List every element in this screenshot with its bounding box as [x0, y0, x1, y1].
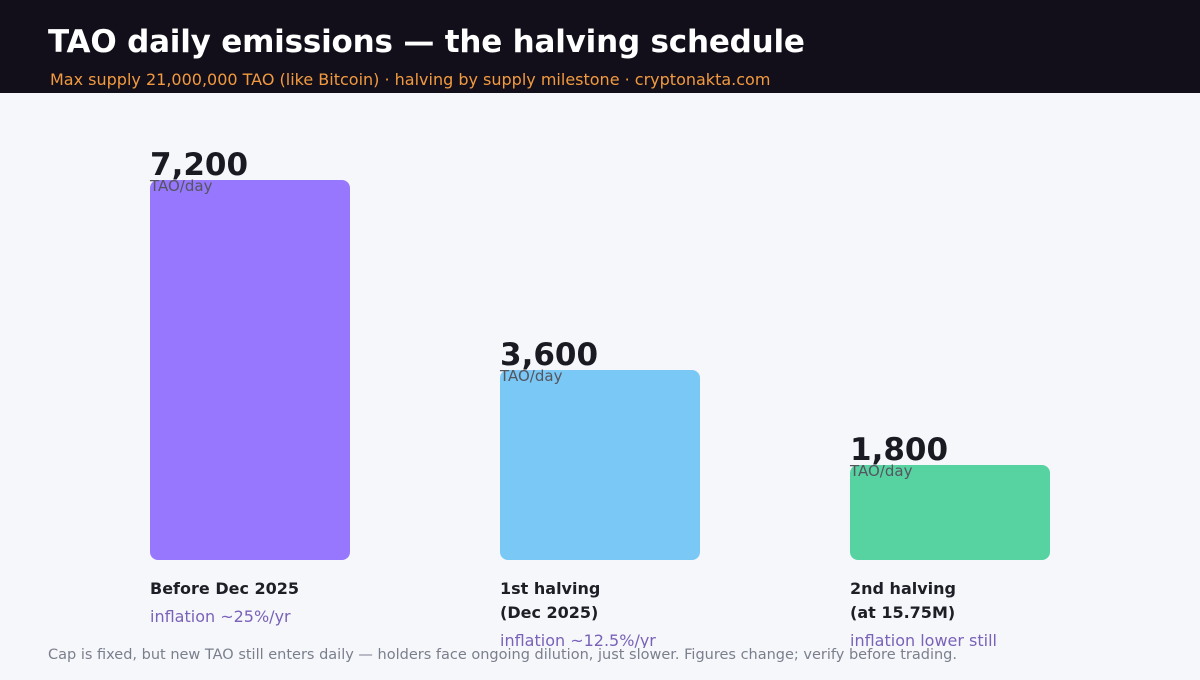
category-label-2-line-2: (Dec 2025)	[500, 603, 598, 622]
bar-value-label-1: 7,200	[150, 147, 248, 183]
category-label-3-line-2: (at 15.75M)	[850, 603, 955, 622]
chart-subtitle: Max supply 21,000,000 TAO (like Bitcoin)…	[50, 70, 771, 89]
category-label-2-line-1: 1st halving	[500, 579, 600, 598]
bar-unit-label-1: TAO/day	[149, 177, 213, 195]
chart-title: TAO daily emissions — the halving schedu…	[48, 24, 805, 60]
category-note-2: inflation ~12.5%/yr	[500, 631, 656, 648]
bar-unit-label-3: TAO/day	[849, 462, 913, 480]
footer-note: Cap is fixed, but new TAO still enters d…	[48, 647, 957, 663]
bar-3	[850, 465, 1050, 560]
header-bar: TAO daily emissions — the halving schedu…	[0, 0, 1200, 93]
category-label-1-line-1: Before Dec 2025	[150, 579, 299, 598]
bar-unit-label-2: TAO/day	[499, 367, 563, 385]
category-note-1: inflation ~25%/yr	[150, 607, 291, 626]
bar-1	[150, 180, 350, 560]
bar-value-label-2: 3,600	[500, 337, 598, 373]
bar-value-label-3: 1,800	[850, 432, 948, 468]
category-label-3-line-1: 2nd halving	[850, 579, 956, 598]
category-note-3: inflation lower still	[850, 631, 997, 648]
bar-2	[500, 370, 700, 560]
